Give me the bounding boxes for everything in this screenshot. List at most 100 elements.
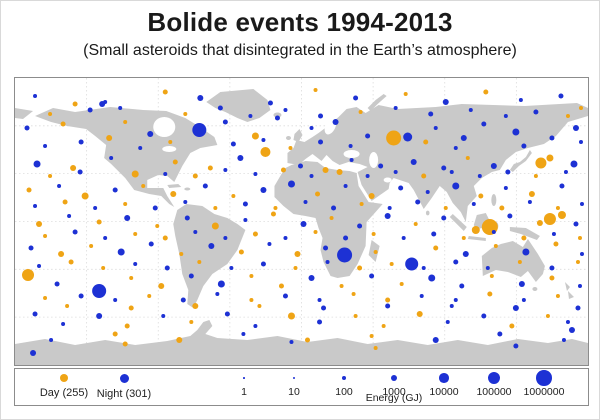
- bolide-event-dot: [568, 327, 575, 333]
- bolide-event-dot: [513, 343, 519, 349]
- bolide-event-dot: [89, 244, 94, 248]
- bolide-event-dot: [517, 260, 522, 264]
- bolide-event-dot: [428, 111, 434, 117]
- bolide-event-dot: [78, 139, 84, 145]
- bolide-event-dot: [162, 89, 168, 95]
- bolide-event-dot: [161, 314, 166, 318]
- bolide-event-dot: [43, 234, 48, 238]
- bolide-event-dot: [428, 274, 436, 282]
- bolide-event-dot: [260, 261, 266, 267]
- bolide-event-dot: [184, 215, 190, 221]
- bolide-event-dot: [389, 262, 394, 266]
- bolide-event-dot: [260, 147, 271, 157]
- bolide-event-dot: [217, 280, 225, 288]
- bolide-event-dot: [287, 312, 295, 320]
- bolide-event-dot: [527, 200, 532, 204]
- bolide-event-dot: [155, 224, 160, 228]
- energy-tick-dot-icon: [390, 374, 398, 382]
- bolide-event-dot: [229, 266, 234, 270]
- bolide-event-dot: [555, 294, 560, 298]
- bolide-event-dot: [242, 201, 248, 207]
- bolide-event-dot: [393, 170, 398, 174]
- bolide-event-dot: [192, 123, 207, 137]
- bolide-event-dot: [241, 332, 246, 336]
- bolide-event-dot: [147, 294, 152, 298]
- bolide-event-dot: [441, 165, 447, 171]
- energy-tick: 1000: [369, 371, 419, 398]
- bolide-event-dot: [460, 135, 467, 141]
- bolide-event-dot: [70, 165, 77, 171]
- bolide-event-dot: [536, 220, 543, 226]
- bolide-event-dot: [36, 221, 43, 227]
- bolide-event-dot: [260, 187, 267, 193]
- bolide-event-dot: [410, 159, 417, 165]
- bolide-event-dot: [170, 191, 177, 197]
- bolide-event-dot: [162, 235, 168, 241]
- bolide-event-dot: [518, 281, 525, 287]
- bolide-event-dot: [30, 350, 37, 356]
- bolide-event-dot: [512, 305, 519, 311]
- bolide-event-dot: [117, 248, 125, 256]
- bolide-event-dot: [577, 236, 582, 240]
- bolide-event-dot: [43, 144, 48, 148]
- energy-tick: 10000: [419, 371, 469, 398]
- land-sri-lanka: [425, 210, 430, 216]
- bolide-event-dot: [385, 297, 391, 303]
- energy-tick-dot-cell: [269, 371, 319, 385]
- bolide-event-dot: [67, 214, 72, 218]
- bolide-event-dot: [351, 292, 356, 296]
- bolide-event-dot: [287, 180, 295, 188]
- bolide-event-dot: [521, 298, 526, 302]
- land-sumatra: [449, 214, 467, 231]
- bolide-event-dot: [317, 298, 322, 302]
- land-java: [467, 236, 486, 241]
- bolide-event-dot: [322, 167, 329, 173]
- continents: [15, 89, 588, 365]
- bolide-event-dot: [230, 141, 236, 147]
- bolide-event-dot: [48, 174, 53, 178]
- bolide-event-dot: [289, 340, 294, 344]
- bolide-event-dot: [485, 266, 490, 270]
- energy-tick-label: 100: [335, 386, 353, 398]
- bolide-event-dot: [113, 298, 118, 302]
- bolide-event-dot: [563, 170, 568, 174]
- energy-tick-dot-cell: [519, 370, 569, 386]
- legend-day: Day (255): [29, 372, 99, 401]
- bolide-event-dot: [278, 283, 284, 289]
- land-south-america: [173, 204, 246, 308]
- bolide-event-dot: [518, 98, 523, 102]
- bolide-event-dot: [359, 202, 364, 206]
- bolide-event-dot: [578, 140, 583, 144]
- bolide-event-dot: [123, 202, 128, 206]
- bolide-event-dot: [385, 303, 391, 309]
- bolide-event-dot: [384, 213, 391, 219]
- energy-tick-dot-cell: [469, 371, 519, 385]
- bolide-event-dot: [96, 219, 102, 225]
- bolide-event-dot: [543, 213, 556, 225]
- bolide-dots: [22, 88, 584, 356]
- bolide-event-dot: [238, 249, 244, 255]
- bolide-event-dot: [401, 236, 406, 240]
- bolide-event-dot: [368, 193, 375, 199]
- land-chukotka: [15, 108, 34, 119]
- land-africa: [274, 161, 383, 278]
- energy-tick: 1: [219, 371, 269, 398]
- bolide-event-dot: [570, 160, 578, 168]
- bolide-event-dot: [215, 292, 220, 296]
- water-caspian-sea: [369, 152, 379, 168]
- bolide-event-dot: [183, 200, 188, 204]
- bolide-event-dot: [521, 235, 527, 241]
- bolide-event-dot: [551, 232, 556, 236]
- bolide-event-dot: [565, 114, 570, 118]
- bolide-event-dot: [431, 231, 437, 237]
- bolide-event-dot: [58, 251, 65, 257]
- legend-day-label: Day (255): [39, 387, 89, 399]
- land-cuba: [167, 184, 182, 188]
- bolide-event-dot: [282, 293, 288, 299]
- bolide-event-dot: [267, 242, 272, 246]
- energy-tick-label: 10: [288, 386, 300, 398]
- energy-legend-title: Energy (GJ): [365, 392, 423, 404]
- day-dot-icon: [60, 374, 68, 382]
- bolide-event-dot: [77, 169, 83, 175]
